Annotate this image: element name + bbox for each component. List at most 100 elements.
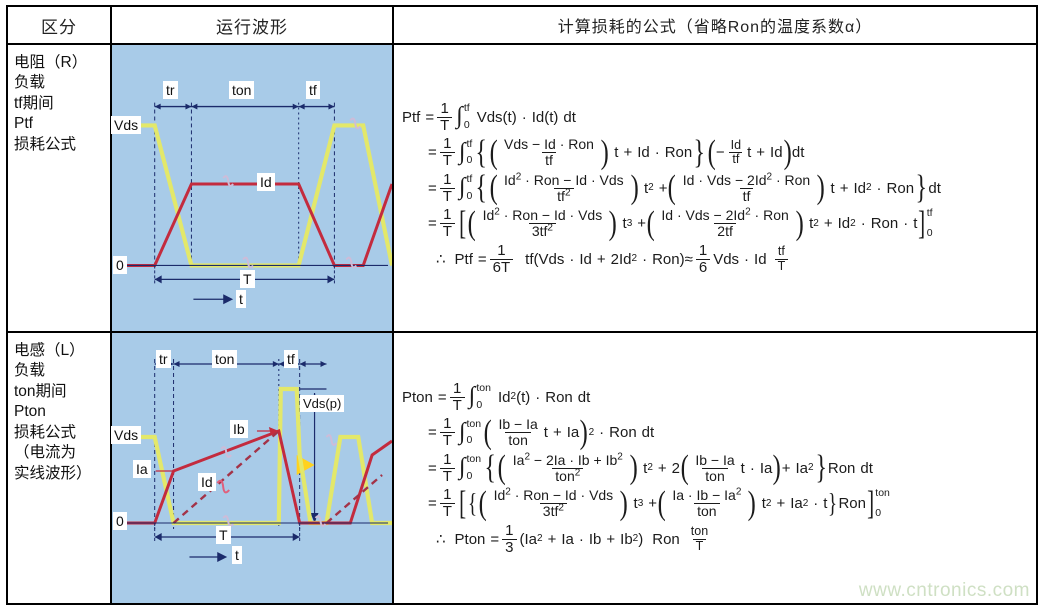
integral-0-tf: ∫ tf 0 xyxy=(459,138,473,166)
sym: − xyxy=(541,207,551,224)
exponent: 2 xyxy=(505,486,511,498)
sym: + xyxy=(839,179,849,197)
sym: Ia xyxy=(724,487,736,504)
fraction-ib-minus-ia-over-ton: Ib − Ia ton xyxy=(692,451,737,483)
sym: Id xyxy=(482,207,495,224)
header-label-classification: 区分 xyxy=(41,17,77,37)
numerator: ton xyxy=(690,524,709,539)
numerator: Id2 · Ron − Id · Vds xyxy=(480,207,606,224)
bracket-open: [ xyxy=(459,204,467,242)
formula-line: = 1 T [ ( Id2 · Ron − Id · xyxy=(428,204,933,242)
paren-close: ) xyxy=(795,204,804,242)
integral-limits: tf 0 xyxy=(464,103,470,130)
evaluation-bracket: ] ton 0 xyxy=(866,486,890,520)
sym: · xyxy=(754,207,760,224)
numerator: Ia · Ib − Ia2 xyxy=(669,487,744,504)
lower-limit: 0 xyxy=(466,469,473,482)
sym: + xyxy=(756,144,766,161)
brace-close: } xyxy=(814,449,827,487)
sym: + xyxy=(776,495,786,512)
paren-close: ) xyxy=(747,484,757,522)
exponent: 2 xyxy=(524,451,531,463)
header-cell-classification: 区分 xyxy=(8,7,112,43)
formula-line: Pton = 1 T ∫ ton 0 Id 2 ( t xyxy=(402,379,591,414)
brace-open: { xyxy=(484,449,497,487)
sym: Id xyxy=(579,250,592,268)
integral-0-tf: ∫ tf 0 xyxy=(459,174,472,201)
sym: = xyxy=(437,388,447,406)
denominator: 3 xyxy=(502,538,517,556)
numerator: 1 xyxy=(443,170,452,188)
sym: Ib xyxy=(695,451,708,468)
chart-label-vds: Vds xyxy=(111,116,142,134)
brace-open: { xyxy=(475,169,488,207)
sym: + xyxy=(657,459,667,477)
fraction-one-over-T: 1 T xyxy=(439,416,455,449)
paren-close: ) xyxy=(629,449,638,487)
sym: t xyxy=(809,215,814,232)
sym: t xyxy=(740,459,745,477)
numerator: 1 xyxy=(505,521,514,539)
sym: · xyxy=(514,487,520,504)
sym: · xyxy=(535,388,541,406)
sym: Vds xyxy=(713,250,740,268)
upper-limit: ton xyxy=(875,487,890,500)
formula-line: = 1 T [ { ( Id2 · Ron − Id xyxy=(428,484,890,522)
denominator: T xyxy=(439,152,455,169)
sym: Ron xyxy=(827,459,856,477)
paren-open: ( xyxy=(657,484,666,522)
upper-limit: ton xyxy=(466,453,482,466)
header-cell-waveform: 运行波形 xyxy=(112,7,394,43)
chart-label-time: t xyxy=(232,546,242,564)
lower-limit: 0 xyxy=(466,434,473,446)
brace-close: } xyxy=(915,169,927,207)
denominator: 3tf2 xyxy=(528,223,556,239)
paren-open: ( xyxy=(668,169,677,207)
denominator: tf xyxy=(542,152,556,168)
formula-block-ptf: Ptf = 1 T ∫ tf 0 Vds(t) · xyxy=(394,94,1036,283)
chart-label-zero: 0 xyxy=(113,512,127,530)
sym: Vds xyxy=(504,136,529,153)
sym: Ron xyxy=(512,207,538,224)
sym: Id xyxy=(770,144,783,161)
sym: 3tf xyxy=(542,503,559,519)
fraction-one-over-T: 1 T xyxy=(449,380,465,414)
sym: Ia xyxy=(512,451,525,468)
sym: Id xyxy=(553,207,566,224)
sym: Vds(t) xyxy=(476,108,517,126)
brace-close: } xyxy=(693,133,706,171)
sym: Ib xyxy=(620,530,633,548)
lower-limit: 0 xyxy=(466,154,473,166)
denominator: T xyxy=(439,432,455,449)
lower-limit: 0 xyxy=(926,226,933,239)
header-cell-formula: 计算损耗的公式（省略Ron的温度系数α） xyxy=(394,7,1036,43)
fraction-idvds-minus-2id2ron-over-tf: Id · Vds − 2Id2 · Ron tf xyxy=(680,172,813,203)
numerator: Ib − Ia xyxy=(692,451,737,468)
fraction-id2ron-minus-idvds-over-tf2: Id2 · Ron − Id · Vds tf2 xyxy=(501,171,627,203)
brace-open: { xyxy=(475,133,488,171)
sym: Id xyxy=(504,171,516,188)
sym: Ron xyxy=(838,495,866,512)
sym: Ia xyxy=(759,459,773,477)
upper-limit: tf xyxy=(926,207,933,220)
exponent: 2 xyxy=(745,206,751,218)
sym: Ia xyxy=(524,530,538,548)
sym: Ron xyxy=(609,424,637,441)
sym: · xyxy=(559,136,565,153)
sym: 3tf xyxy=(531,223,548,239)
sym: − xyxy=(563,171,572,188)
numerator: Id · Vds − 2Id2 · Ron xyxy=(658,206,791,224)
chart-label-ton: ton xyxy=(229,81,255,99)
denominator: T xyxy=(449,396,465,414)
sym: − xyxy=(713,207,722,224)
sym: Id xyxy=(544,136,556,153)
chart-label-time: t xyxy=(236,290,246,308)
sym: − xyxy=(533,451,543,468)
sym: = xyxy=(428,424,437,441)
sym: + xyxy=(623,144,633,161)
waveform-chart-resistive: tr ton tf Vds Id 0 T t xyxy=(111,45,394,331)
sym: = xyxy=(428,495,437,512)
sym: + xyxy=(547,530,557,548)
chart-label-id: Id xyxy=(257,173,275,191)
sym: t xyxy=(913,215,918,232)
